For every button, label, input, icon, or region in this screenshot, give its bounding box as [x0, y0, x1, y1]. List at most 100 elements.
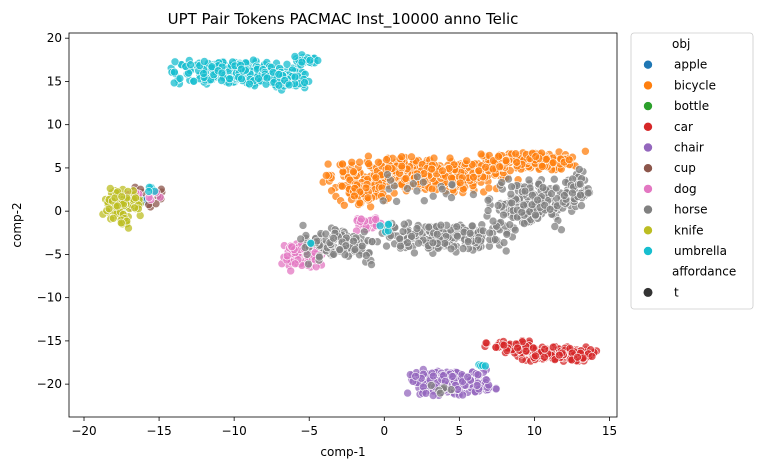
- point-knife: [124, 223, 133, 233]
- point-horse: [575, 179, 585, 189]
- point-horse: [446, 385, 456, 394]
- point-horse: [298, 221, 308, 230]
- point-horse: [329, 250, 339, 259]
- legend-marker-bottle: [643, 101, 653, 111]
- legend-label-bicycle: bicycle: [674, 78, 716, 92]
- point-chair: [481, 375, 491, 385]
- point-umbrella: [297, 57, 307, 67]
- legend-label-bottle: bottle: [674, 99, 709, 113]
- point-chair: [403, 388, 412, 398]
- point-horse: [483, 206, 493, 215]
- point-umbrella: [175, 74, 185, 83]
- y-axis-ticks: 20 15 10 5 0 −5 −10 −15 −20: [37, 31, 69, 391]
- point-bicycle: [401, 174, 411, 183]
- point-horse: [446, 244, 456, 254]
- point-umbrella: [481, 361, 490, 371]
- legend-frame: [630, 32, 754, 310]
- point-bicycle: [462, 156, 472, 166]
- point-bicycle: [512, 158, 522, 167]
- point-horse: [505, 220, 515, 229]
- point-horse: [398, 227, 408, 236]
- point-bicycle: [494, 152, 503, 161]
- point-bicycle: [427, 164, 437, 174]
- point-chair: [428, 371, 438, 381]
- point-horse: [452, 222, 462, 231]
- point-chair: [491, 384, 501, 394]
- point-horse: [469, 190, 478, 199]
- x-axis-label: comp-1: [320, 445, 365, 459]
- point-knife: [131, 193, 140, 203]
- point-car: [540, 344, 550, 354]
- point-dog: [290, 259, 300, 269]
- point-bicycle: [564, 155, 574, 165]
- point-horse: [533, 195, 542, 205]
- point-horse: [382, 241, 391, 251]
- point-horse: [432, 229, 442, 239]
- legend-marker-affordance: [643, 287, 653, 297]
- point-bicycle: [511, 149, 521, 158]
- legend-marker-apple: [643, 59, 653, 70]
- point-chair: [473, 370, 483, 380]
- point-bicycle: [531, 152, 541, 161]
- point-umbrella: [207, 62, 217, 71]
- point-horse: [437, 184, 447, 194]
- point-horse: [577, 201, 586, 210]
- point-horse: [453, 231, 462, 241]
- point-horse: [485, 228, 495, 238]
- legend: obj apple bicycle bottle car chair cup dog horse…: [630, 32, 754, 310]
- y-tick-label: −15: [37, 334, 62, 348]
- point-horse: [341, 241, 351, 250]
- x-tick-label: 10: [527, 424, 542, 438]
- point-umbrella: [199, 69, 208, 78]
- point-umbrella: [284, 80, 294, 90]
- point-horse: [399, 219, 409, 229]
- point-umbrella: [305, 55, 315, 65]
- legend-marker-dog: [643, 184, 653, 194]
- point-bicycle: [327, 186, 336, 195]
- point-umbrella: [282, 60, 292, 69]
- point-car: [491, 342, 501, 352]
- point-horse: [418, 177, 428, 187]
- point-horse: [483, 195, 493, 205]
- point-umbrella: [189, 77, 199, 86]
- point-bicycle: [476, 149, 486, 159]
- point-bicycle: [481, 163, 491, 172]
- point-horse: [550, 222, 560, 231]
- point-horse: [576, 190, 585, 200]
- point-umbrella: [200, 57, 209, 66]
- point-umbrella: [254, 74, 263, 83]
- point-horse: [378, 196, 388, 206]
- point-car: [587, 352, 597, 361]
- point-car: [481, 338, 491, 348]
- point-horse: [436, 220, 446, 230]
- y-axis-label: comp-2: [10, 202, 24, 247]
- point-bicycle: [495, 162, 505, 171]
- point-knife: [130, 203, 139, 213]
- point-horse: [350, 245, 360, 254]
- point-horse: [524, 175, 534, 185]
- point-horse: [488, 216, 498, 226]
- point-chair: [447, 372, 457, 381]
- legend-label-dog: dog: [674, 182, 697, 196]
- point-horse: [410, 248, 419, 258]
- point-horse: [447, 180, 457, 189]
- point-bicycle: [429, 153, 439, 163]
- x-tick-label: 15: [602, 424, 617, 438]
- point-horse: [428, 191, 438, 201]
- legend-label-knife: knife: [674, 223, 704, 237]
- point-umbrella: [144, 187, 154, 196]
- point-horse: [304, 259, 313, 269]
- point-horse: [396, 241, 405, 251]
- point-horse: [367, 260, 376, 269]
- point-knife: [113, 201, 122, 211]
- point-car: [521, 346, 531, 356]
- legend-marker-chair: [643, 142, 653, 153]
- point-horse: [340, 250, 350, 259]
- legend-label-affordance: t: [674, 285, 679, 299]
- point-horse: [412, 224, 422, 233]
- point-horse: [520, 186, 530, 196]
- point-bicycle: [339, 201, 349, 210]
- point-chair: [421, 388, 431, 398]
- point-horse: [465, 229, 475, 238]
